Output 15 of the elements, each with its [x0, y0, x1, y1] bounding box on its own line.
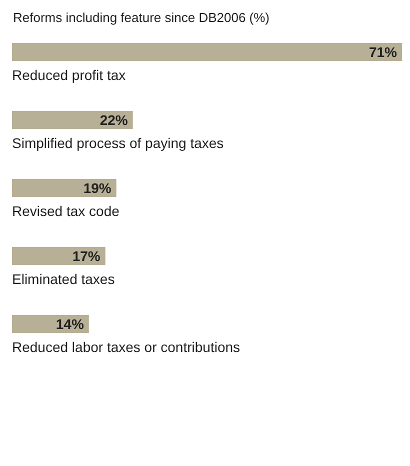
y-tick-label: Revised tax code [12, 203, 120, 219]
y-tick-label: Reduced profit tax [12, 67, 126, 83]
data-label: 22% [100, 112, 128, 128]
bar [12, 247, 106, 265]
data-label: 19% [83, 180, 112, 196]
data-label: 14% [56, 316, 84, 332]
y-tick-label: Eliminated taxes [12, 271, 115, 287]
data-label: 71% [368, 44, 398, 60]
bar [12, 111, 133, 129]
chart-title: Reforms including feature since DB2006 (%) [13, 10, 270, 25]
bar [12, 179, 116, 197]
y-tick-label: Reduced labor taxes or contributions [12, 339, 240, 355]
y-tick-label: Simplified process of paying taxes [12, 135, 224, 151]
bar [12, 43, 402, 61]
data-label: 17% [72, 248, 101, 264]
